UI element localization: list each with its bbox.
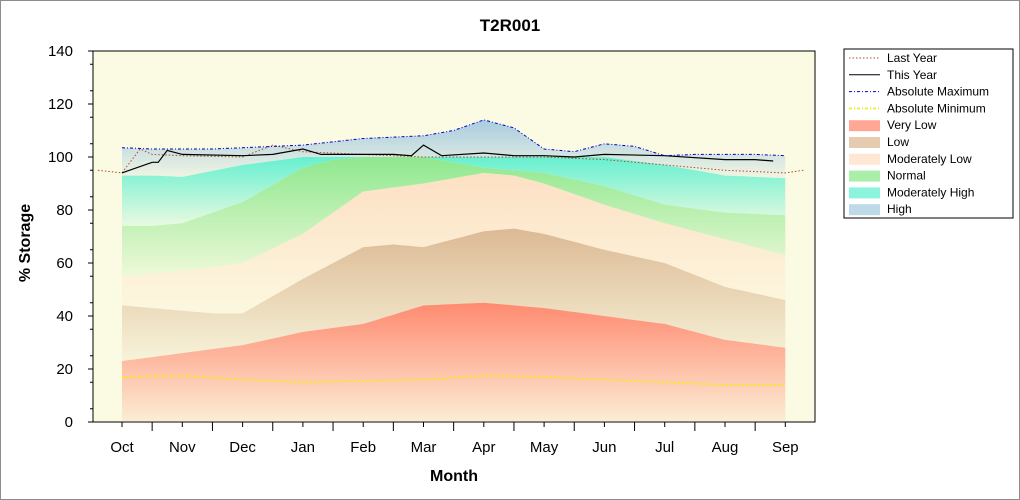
legend-swatch-normal — [849, 170, 880, 182]
y-tick-label: 20 — [56, 361, 73, 378]
x-tick-label: Jan — [291, 439, 315, 456]
chart-title: T2R001 — [480, 16, 540, 35]
legend-swatch-low — [849, 137, 880, 148]
legend-label-absolute-minimum: Absolute Minimum — [887, 101, 986, 115]
legend-swatch-high — [849, 204, 880, 216]
x-tick-label: Sep — [772, 439, 799, 456]
legend-swatch-very-low — [849, 120, 880, 132]
legend-swatch-moderately-low — [849, 153, 880, 165]
y-tick-label: 40 — [56, 308, 73, 325]
band-normal — [122, 157, 786, 277]
x-tick-label: Feb — [350, 439, 376, 456]
legend-label-this-year: This Year — [887, 68, 937, 82]
series-absolute-minimum — [121, 374, 786, 386]
legend-label-moderately-low: Moderately Low — [887, 152, 972, 166]
y-tick-label: 100 — [48, 149, 73, 166]
band-low — [122, 228, 786, 362]
y-tick-label: 80 — [56, 202, 73, 219]
legend-label-moderately-high: Moderately High — [887, 185, 974, 199]
legend-label-last-year: Last Year — [887, 51, 937, 65]
x-tick-label: Oct — [110, 439, 134, 456]
band-moderately-low — [122, 172, 786, 314]
x-tick-label: Dec — [229, 439, 256, 456]
band-moderately-high — [122, 157, 786, 226]
legend-label-high: High — [887, 202, 912, 216]
legend-label-low: Low — [887, 135, 909, 149]
x-tick-label: Apr — [472, 439, 495, 456]
y-tick-label: 0 — [65, 414, 73, 431]
legend-label-normal: Normal — [887, 169, 926, 183]
x-tick-label: Aug — [712, 439, 739, 456]
band-high — [122, 119, 786, 179]
x-tick-label: May — [530, 439, 559, 456]
x-tick-label: Mar — [411, 439, 437, 456]
series-absolute-maximum — [121, 119, 786, 157]
y-tick-label: 140 — [48, 43, 73, 60]
y-tick-label: 120 — [48, 96, 73, 113]
legend-label-very-low: Very Low — [887, 118, 937, 132]
x-axis-title: Month — [430, 468, 478, 485]
x-tick-label: Nov — [169, 439, 196, 456]
legend-label-absolute-maximum: Absolute Maximum — [887, 85, 989, 99]
series-last-year — [97, 144, 804, 174]
series-this-year — [121, 144, 774, 174]
band-very-low — [122, 302, 786, 422]
x-tick-label: Jun — [592, 439, 616, 456]
y-tick-label: 60 — [56, 255, 73, 272]
legend-swatch-moderately-high — [849, 187, 880, 199]
y-axis-title: % Storage — [17, 204, 34, 282]
x-tick-label: Jul — [655, 439, 674, 456]
